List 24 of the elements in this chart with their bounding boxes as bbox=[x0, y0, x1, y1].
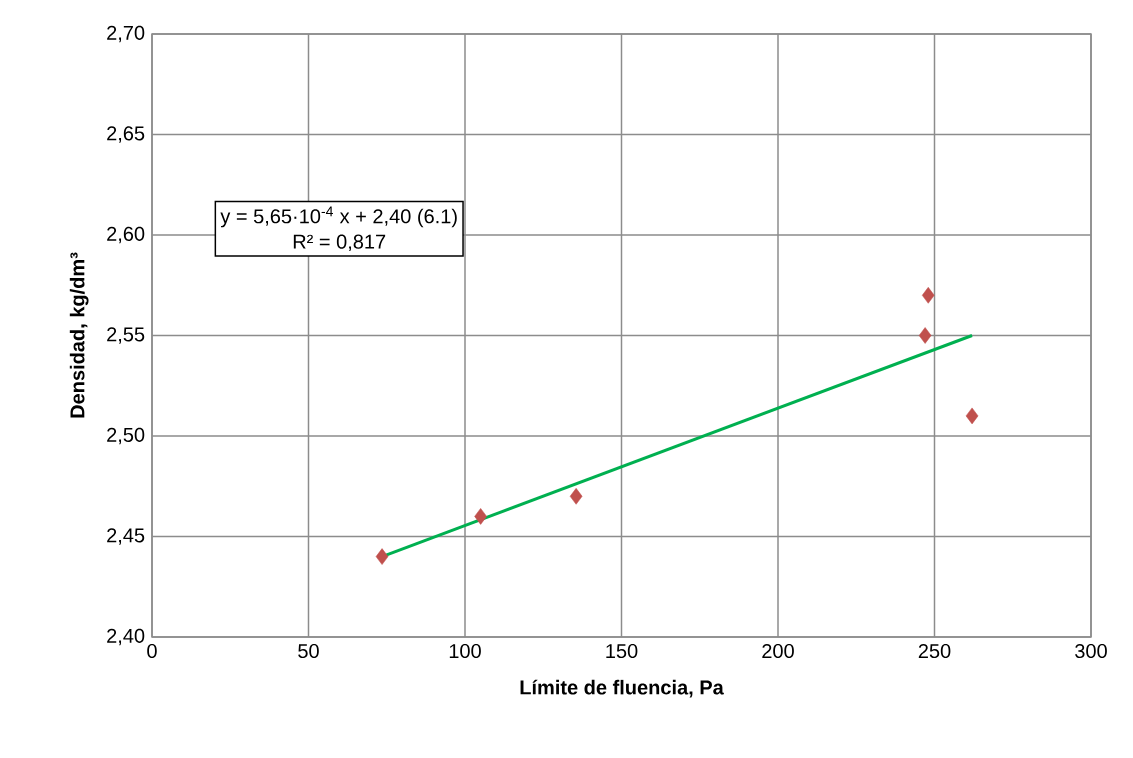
point bbox=[569, 488, 583, 505]
point bbox=[474, 508, 487, 525]
x-tick-label: 50 bbox=[298, 643, 319, 659]
y-tick-label: 2,45 bbox=[107, 528, 145, 545]
point bbox=[965, 407, 979, 425]
y-tick-label: 2,65 bbox=[107, 126, 145, 143]
y-tick-label: 2,60 bbox=[107, 226, 145, 244]
x-tick-label: 250 bbox=[918, 643, 951, 659]
point bbox=[918, 327, 932, 344]
annotation: R² = 0,817 bbox=[293, 234, 386, 252]
x-tick-label: 200 bbox=[762, 643, 794, 659]
y-tick-label: 2,40 bbox=[107, 628, 145, 646]
y-tick-label: 2,70 bbox=[107, 25, 145, 43]
x-tick-label: 300 bbox=[1075, 643, 1107, 659]
y-tick-label: 2,55 bbox=[107, 327, 145, 344]
y-axis-title: Densidad, kg/dm³ bbox=[69, 252, 89, 418]
x-tick-label: 0 bbox=[147, 643, 157, 659]
point bbox=[375, 548, 389, 565]
x-tick-label: 100 bbox=[449, 643, 481, 659]
x-tick-label: 150 bbox=[606, 643, 638, 659]
annotation: y = 5,65·10$^{-4}$ x + 2,40 (6.1) bbox=[220, 206, 457, 228]
y-tick-label: 2,50 bbox=[107, 427, 145, 445]
point bbox=[921, 287, 935, 304]
x-axis-title: Límite de fluencia, Pa bbox=[520, 679, 724, 698]
